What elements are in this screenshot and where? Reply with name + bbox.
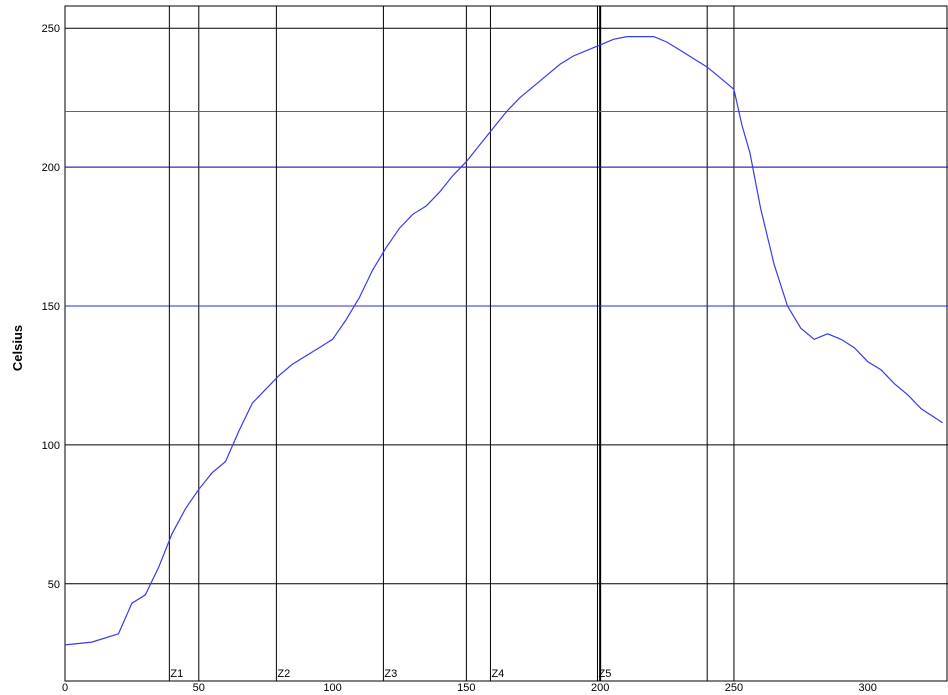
y-tick-label: 100 — [42, 440, 60, 452]
reference-lines — [65, 111, 948, 307]
x-tick-label: 50 — [193, 682, 205, 694]
zone-label: Z2 — [277, 668, 290, 680]
y-tick-label: 50 — [48, 579, 60, 591]
y-tick-label: 200 — [42, 162, 60, 174]
x-tick-label: 100 — [323, 682, 341, 694]
gridlines — [64, 5, 948, 682]
x-tick-label: 300 — [859, 682, 877, 694]
y-tick-label: 250 — [42, 23, 60, 35]
zone-labels: Z1 Z2 Z3 Z4 Z5 — [170, 668, 611, 680]
temperature-series-line — [64, 35, 943, 646]
tick-labels: 0 50 100 150 200 250 300 50 100 150 200 250 — [42, 23, 877, 694]
zone-label: Z1 — [170, 668, 183, 680]
zone-label: Z4 — [491, 668, 504, 680]
plot-frame — [64, 5, 948, 682]
x-tick-label: 150 — [457, 682, 475, 694]
zone-label: Z5 — [598, 668, 611, 680]
zone-label: Z3 — [384, 668, 397, 680]
y-tick-label: 150 — [42, 301, 60, 313]
x-tick-label: 250 — [725, 682, 743, 694]
y-axis-label: Celsius — [10, 325, 25, 371]
zone-lines — [168, 6, 598, 681]
x-tick-label: 200 — [591, 682, 609, 694]
series-group — [64, 35, 943, 646]
x-tick-label: 0 — [62, 682, 68, 694]
